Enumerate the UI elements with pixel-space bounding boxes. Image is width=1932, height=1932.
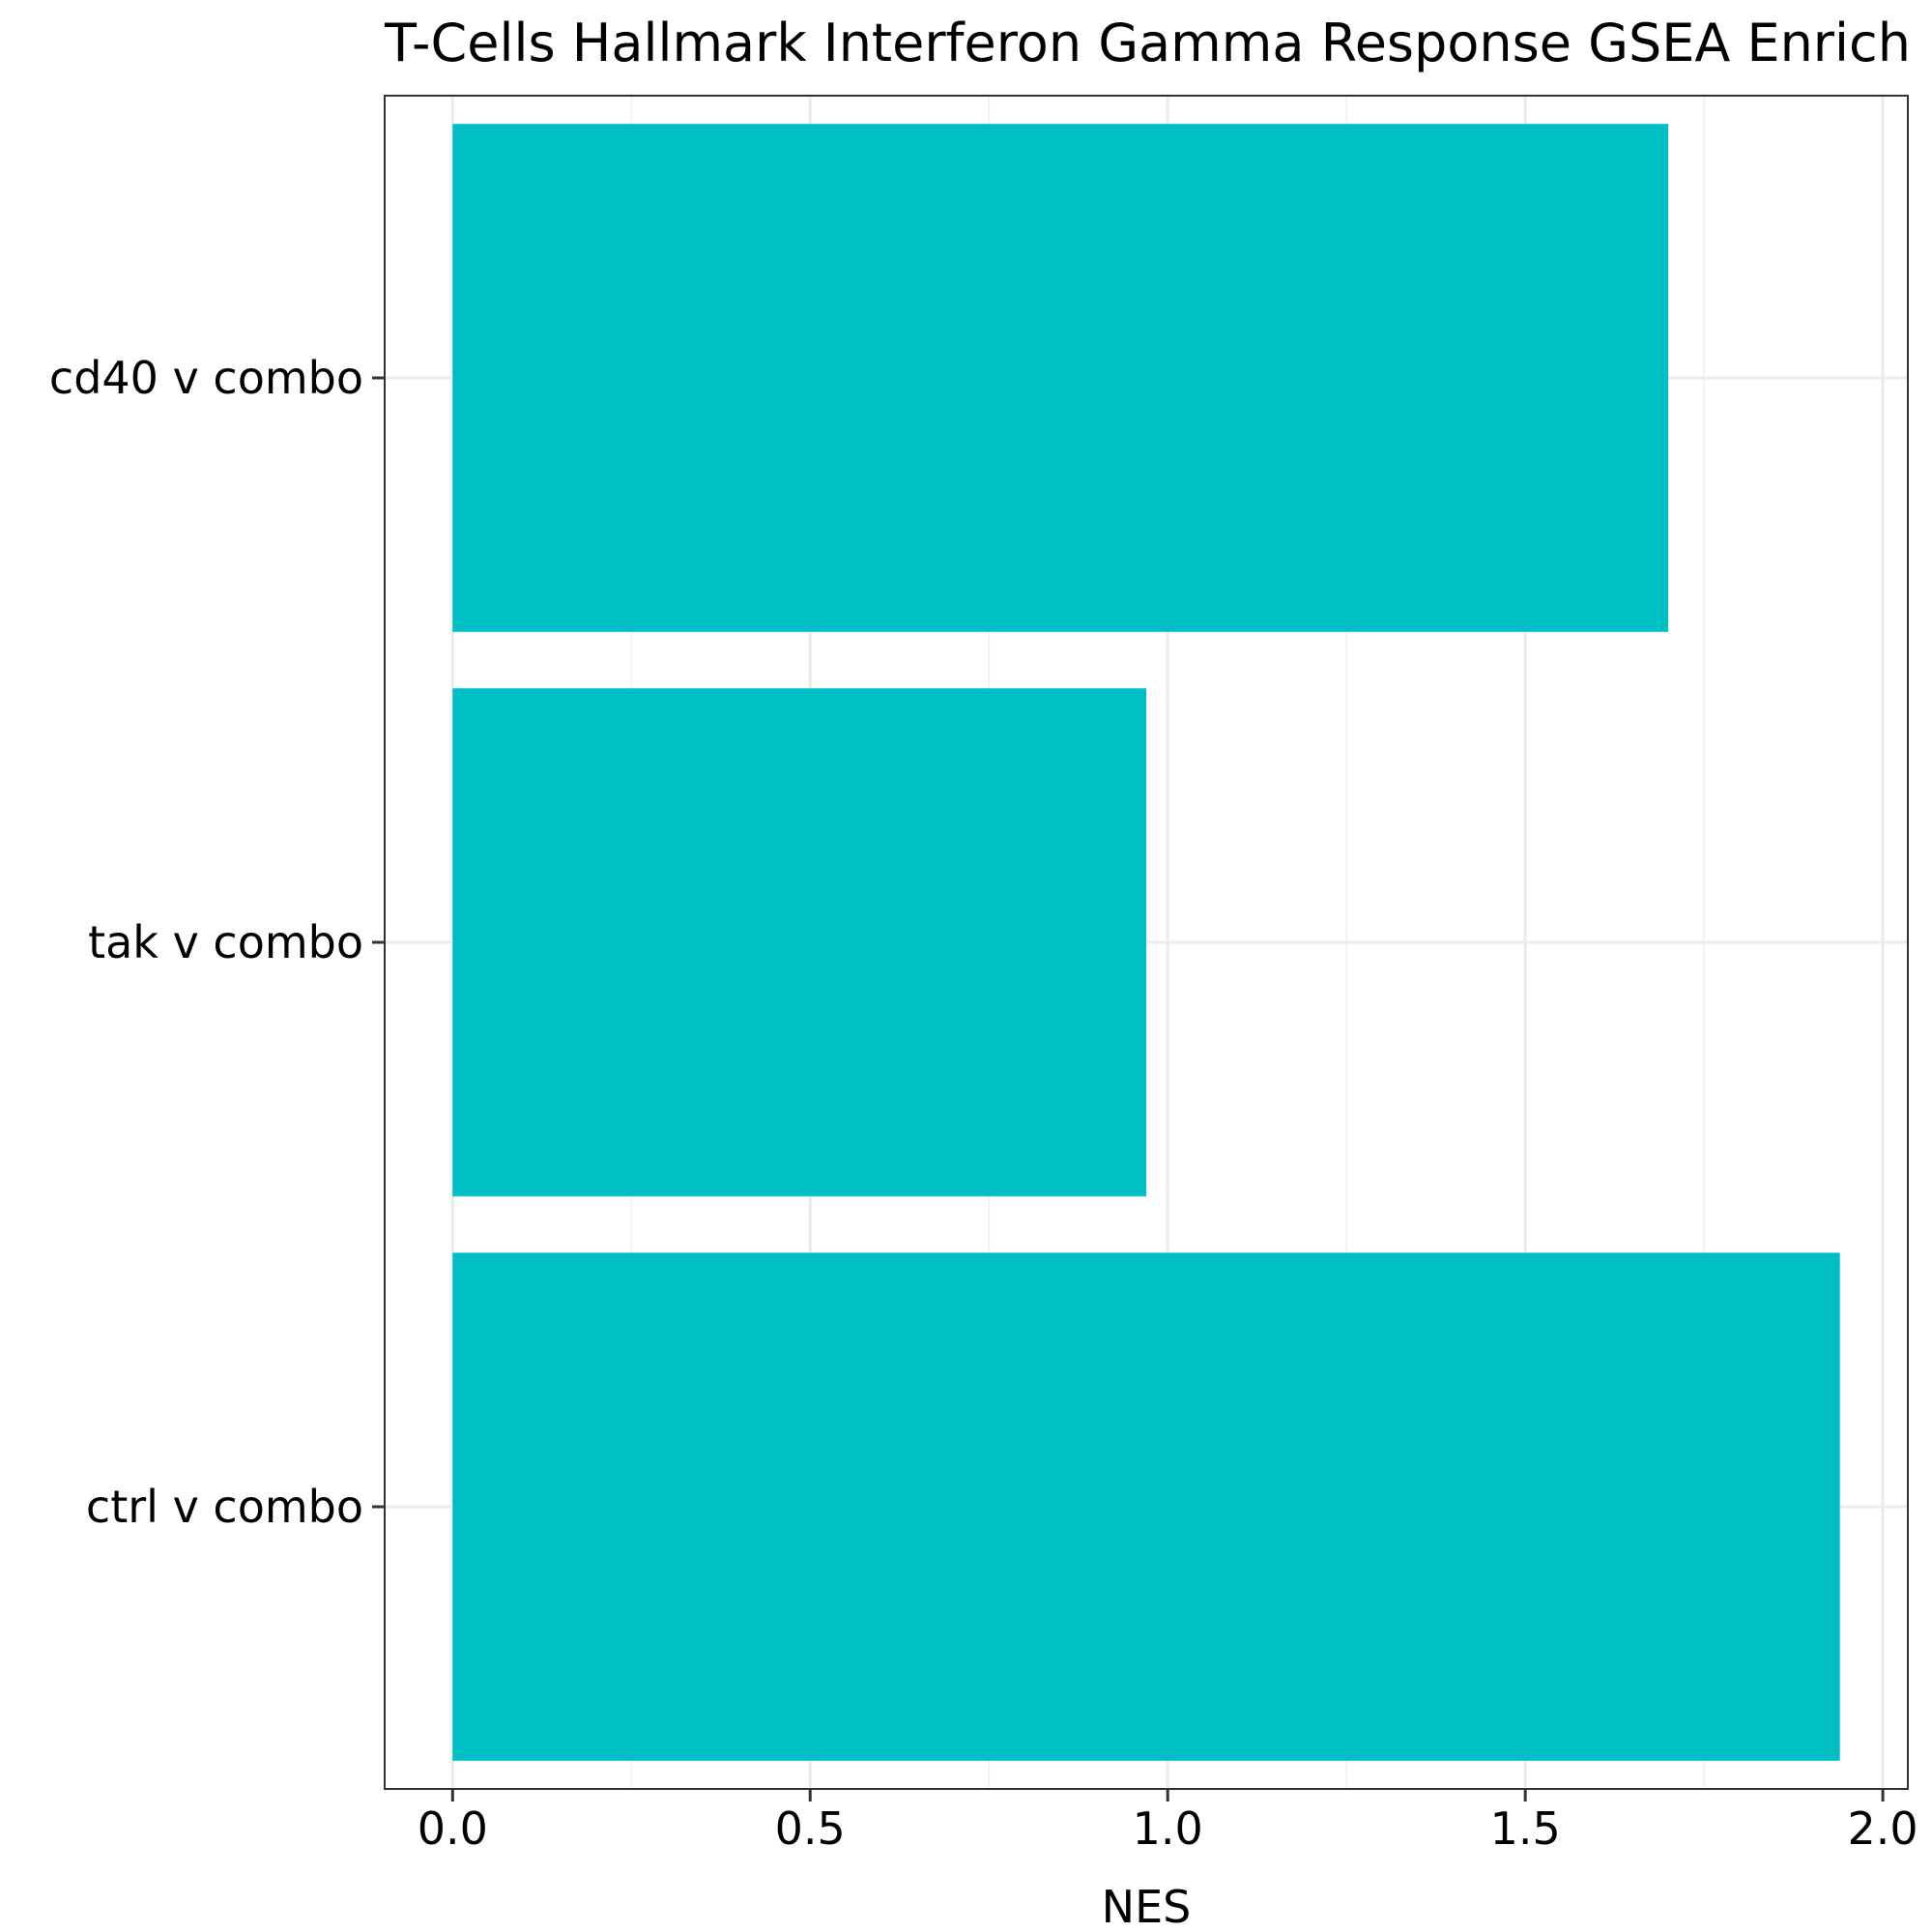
x-tick-label: 2.0 xyxy=(1848,1802,1918,1855)
x-tick-label: 0.5 xyxy=(775,1802,846,1855)
chart-title: T-Cells Hallmark Interferon Gamma Respon… xyxy=(384,13,1911,73)
x-tick-label: 1.0 xyxy=(1133,1802,1203,1855)
y-tick-label: cd40 v combo xyxy=(49,352,363,404)
x-axis: 0.0 0.5 1.0 1.5 2.0 xyxy=(418,1789,1918,1855)
bars xyxy=(452,124,1840,1761)
y-tick-label: ctrl v combo xyxy=(86,1481,363,1533)
y-axis: cd40 v combo tak v combo ctrl v combo xyxy=(49,352,385,1533)
x-axis-title: NES xyxy=(1102,1881,1192,1932)
bar xyxy=(452,688,1146,1197)
bar xyxy=(452,124,1669,632)
x-tick-label: 1.5 xyxy=(1490,1802,1561,1855)
y-tick-label: tak v combo xyxy=(88,916,363,968)
bar xyxy=(452,1253,1840,1761)
x-tick-label: 0.0 xyxy=(418,1802,488,1855)
